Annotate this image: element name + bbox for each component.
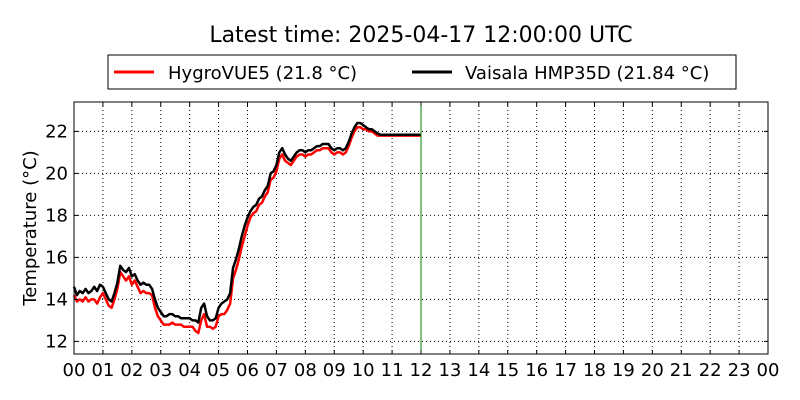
y-axis: 12 14 16 18 20 22	[45, 121, 768, 352]
x-tick-label: 20	[641, 360, 664, 381]
series-lines	[72, 121, 421, 335]
y-axis-label: Temperature (°C)	[20, 150, 41, 306]
y-tick-label: 22	[45, 121, 68, 142]
y-tick-label: 20	[45, 163, 68, 184]
x-tick-label: 18	[583, 360, 606, 381]
x-tick-label: 16	[525, 360, 548, 381]
y-tick-label: 18	[45, 205, 68, 226]
y-tick-label: 12	[45, 331, 68, 352]
x-tick-label: 14	[467, 360, 490, 381]
x-tick-label: 11	[381, 360, 404, 381]
x-tick-label: 19	[612, 360, 635, 381]
x-tick-label: 05	[207, 360, 230, 381]
x-tick-label: 09	[323, 360, 346, 381]
y-tick-label: 16	[45, 247, 68, 268]
series-line-hygrovue5	[72, 125, 421, 335]
x-tick-label: 17	[554, 360, 577, 381]
x-tick-label: 00	[757, 360, 780, 381]
x-tick-label: 13	[438, 360, 461, 381]
x-axis: 00 01 02 03 04 05 06 07 08 09 10 11 12 13 14 15 16 17 18 19…	[63, 102, 780, 381]
x-tick-label: 08	[294, 360, 317, 381]
x-tick-label: 15	[496, 360, 519, 381]
x-tick-label: 22	[699, 360, 722, 381]
x-tick-label: 04	[178, 360, 201, 381]
x-tick-label: 00	[63, 360, 86, 381]
x-tick-label: 07	[265, 360, 288, 381]
x-tick-label: 01	[91, 360, 114, 381]
chart-title: Latest time: 2025-04-17 12:00:00 UTC	[209, 23, 632, 48]
y-tick-label: 14	[45, 289, 68, 310]
x-tick-label: 21	[670, 360, 693, 381]
legend: HygroVUE5 (21.8 °C) Vaisala HMP35D (21.8…	[107, 54, 737, 90]
legend-label-vaisala: Vaisala HMP35D (21.84 °C)	[465, 63, 709, 84]
x-tick-label: 10	[352, 360, 375, 381]
x-tick-label: 06	[236, 360, 259, 381]
series-line-vaisala	[72, 121, 421, 324]
x-tick-label: 23	[728, 360, 751, 381]
x-tick-label: 03	[149, 360, 172, 381]
legend-label-hygrovue5: HygroVUE5 (21.8 °C)	[168, 63, 357, 84]
x-tick-label: 02	[120, 360, 143, 381]
x-tick-label: 12	[410, 360, 433, 381]
